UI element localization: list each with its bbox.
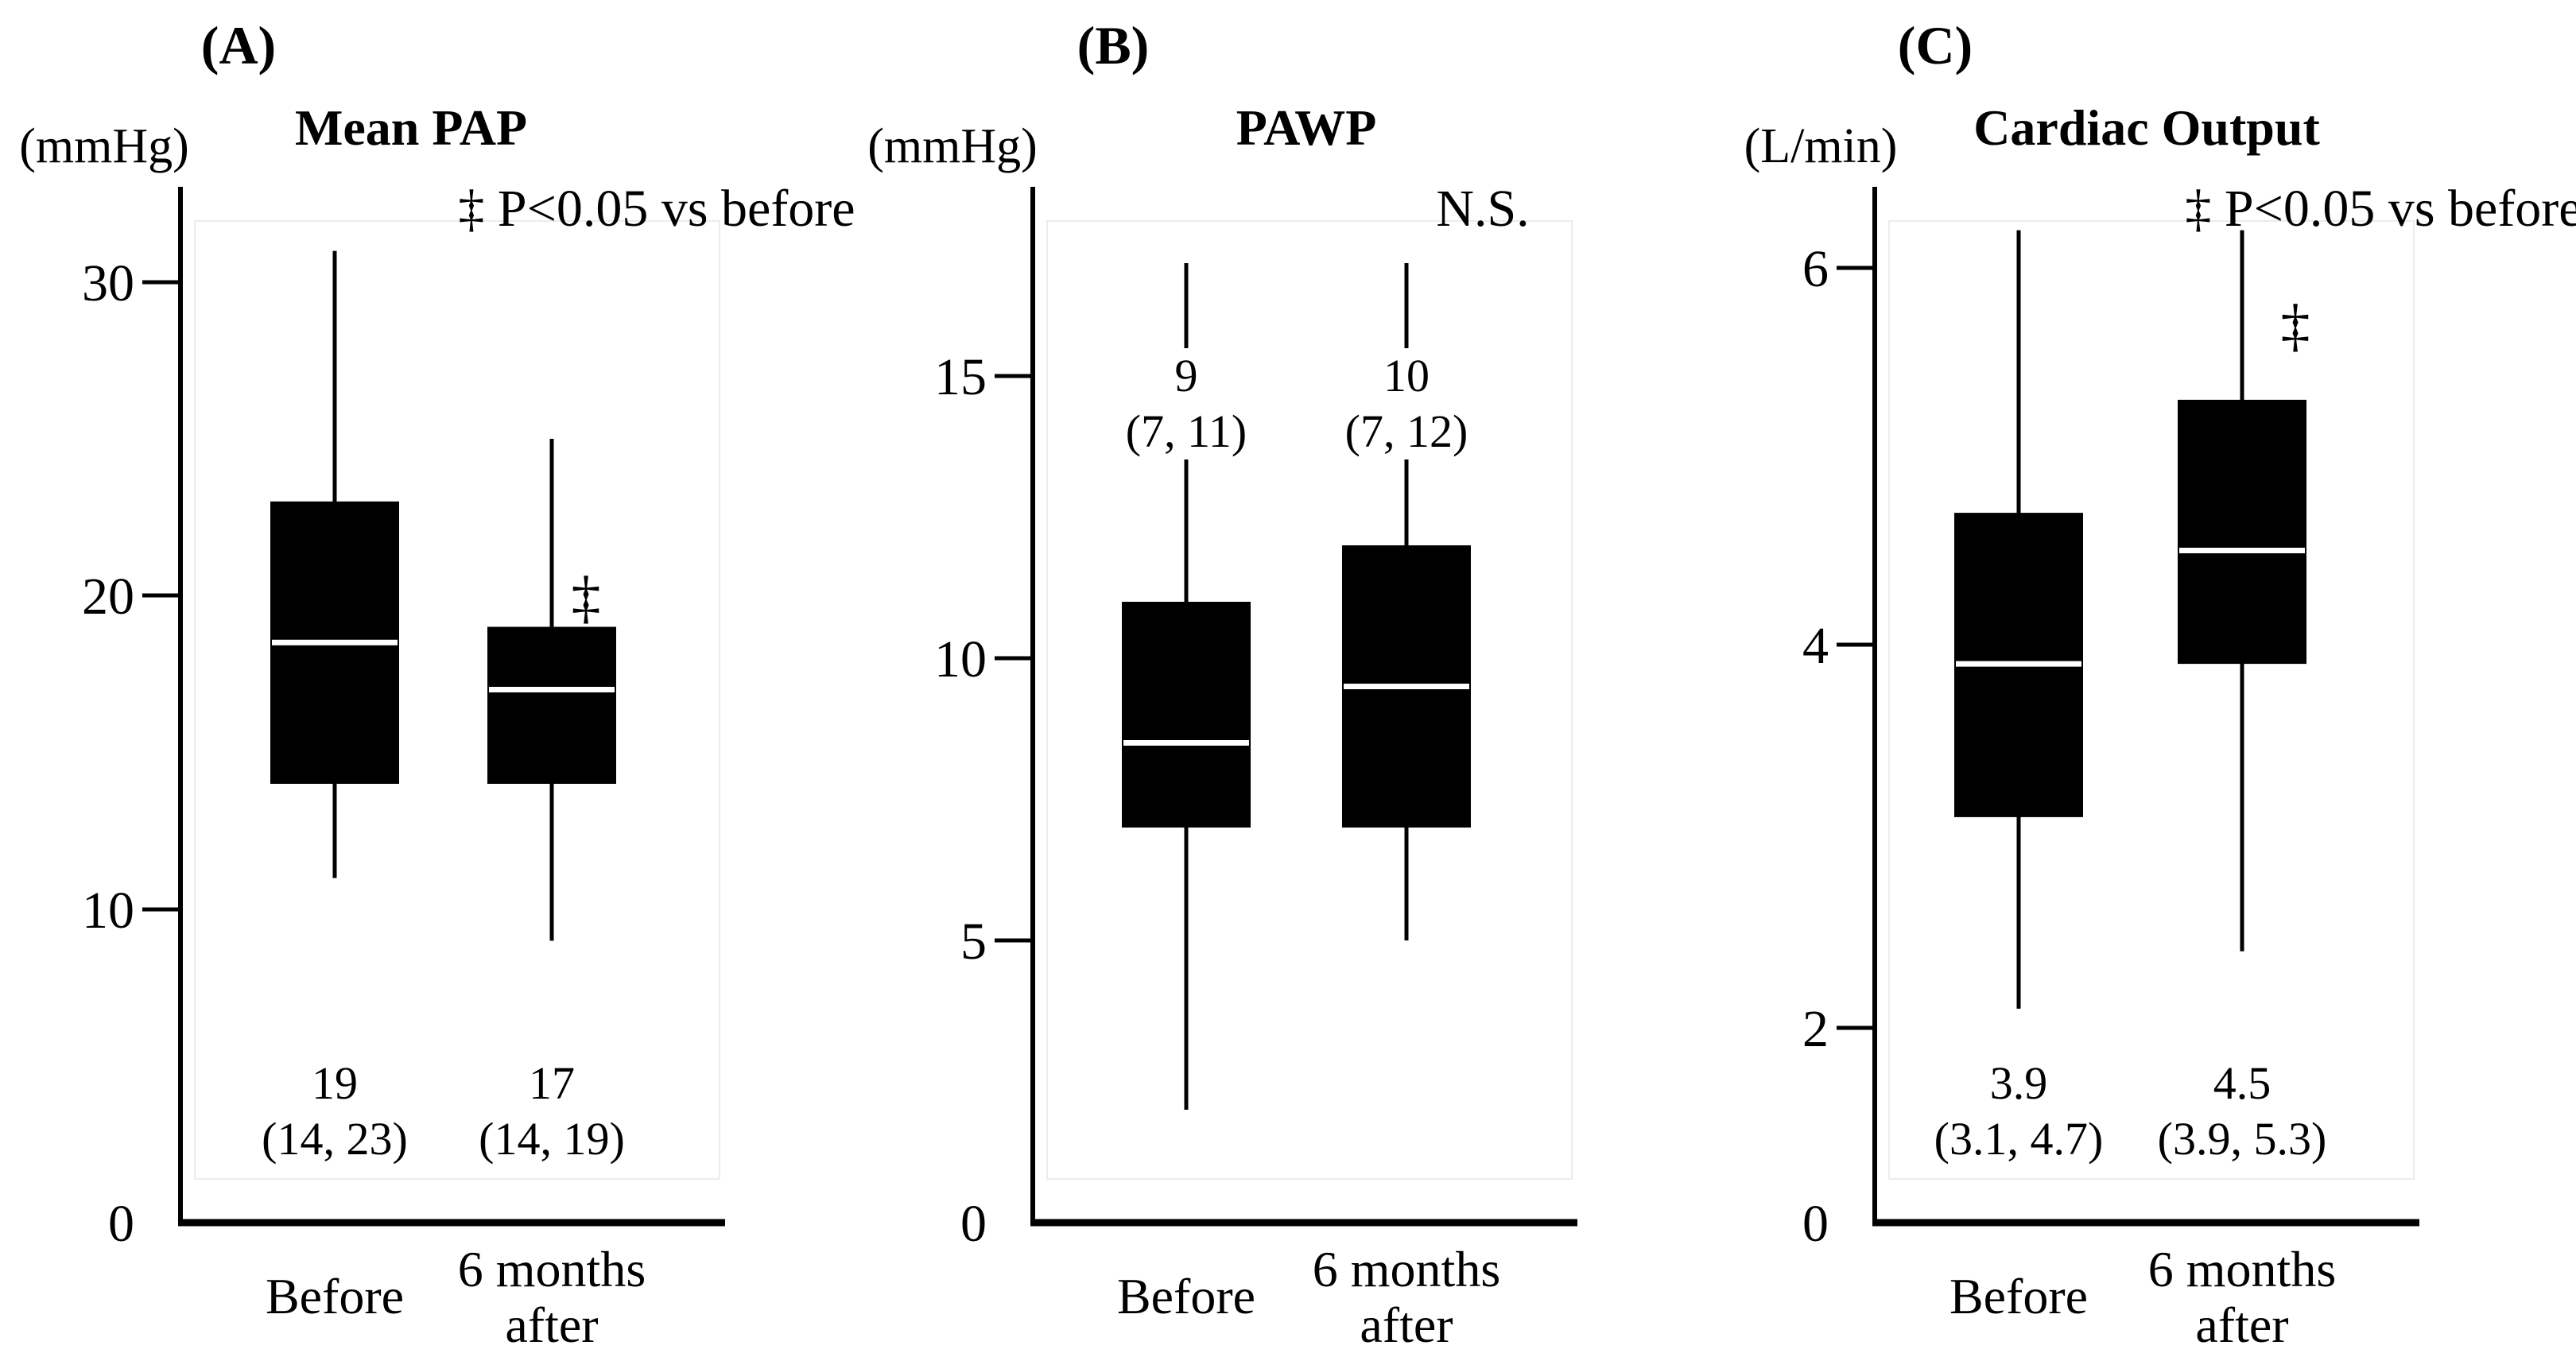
- category-label: after: [2195, 1297, 2288, 1353]
- iqr-range-label: (14, 23): [262, 1113, 408, 1165]
- iqr-range-label: (3.9, 5.3): [2158, 1113, 2327, 1165]
- panel-a-plot: 0 10 20 30 19(14, 23) Before 17(14, 19) ‡ 6 mont…: [82, 187, 725, 1353]
- y-tick-label: 0: [1802, 1195, 1829, 1253]
- plot-area-border: [1888, 220, 2415, 1180]
- panel-b-letter: (B): [1077, 15, 1150, 76]
- panel-a-significance-note: ‡ P<0.05 vs before: [458, 180, 855, 238]
- panel-a-letter: (A): [200, 15, 277, 76]
- panel-c-plot: 0 2 4 6 3.9(3.1, 4.7) Before 4.5(3.9, 5.3) ‡ 6 m…: [1802, 187, 2419, 1353]
- y-tick-label: 0: [960, 1195, 987, 1253]
- panel-b-title: PAWP: [1236, 99, 1377, 156]
- category-label: after: [1360, 1297, 1453, 1353]
- significance-marker: ‡: [572, 565, 601, 630]
- median-value-label: 10: [1383, 350, 1430, 401]
- panel-a-axis-unit: (mmHg): [19, 119, 189, 173]
- iqr-range-label: (7, 12): [1345, 405, 1468, 457]
- median-value-label: 4.5: [2213, 1057, 2271, 1109]
- median-value-label: 17: [529, 1057, 575, 1109]
- category-label: Before: [266, 1268, 404, 1324]
- y-tick-label: 10: [82, 882, 134, 940]
- panel-a-title: Mean PAP: [294, 99, 528, 156]
- y-tick-label: 10: [934, 630, 987, 688]
- y-tick-label: 6: [1802, 240, 1829, 298]
- panel-c-axis-unit: (L/min): [1744, 119, 1898, 173]
- y-tick-label: 4: [1802, 617, 1829, 675]
- y-tick-label: 2: [1802, 1000, 1829, 1058]
- category-label: 6 months: [2148, 1241, 2336, 1297]
- y-tick-label: 0: [108, 1195, 134, 1253]
- panel-c-letter: (C): [1897, 15, 1973, 76]
- category-label: after: [505, 1297, 598, 1353]
- significance-marker: ‡: [2281, 293, 2310, 359]
- panel-b-axis-unit: (mmHg): [867, 119, 1038, 173]
- iqr-range-label: (7, 11): [1126, 405, 1247, 457]
- median-value-label: 9: [1175, 350, 1198, 401]
- y-tick-label: 20: [82, 568, 134, 626]
- box-iqr: [1122, 602, 1251, 828]
- y-tick-label: 5: [960, 913, 987, 971]
- median-value-label: 19: [312, 1057, 358, 1109]
- box-iqr: [2178, 399, 2306, 665]
- category-label: Before: [1949, 1268, 2088, 1324]
- panel-b-significance-note: N.S.: [1436, 180, 1530, 238]
- iqr-range-label: (14, 19): [479, 1113, 625, 1165]
- plot-area-border: [1046, 220, 1573, 1180]
- label-background: [1311, 348, 1502, 459]
- panel-c-significance-note: ‡ P<0.05 vs before: [2185, 180, 2576, 238]
- iqr-range-label: (3.1, 4.7): [1934, 1113, 2104, 1165]
- category-label: 6 months: [1313, 1241, 1500, 1297]
- label-background: [1091, 348, 1282, 459]
- category-label: Before: [1117, 1268, 1255, 1324]
- median-value-label: 3.9: [1990, 1057, 2048, 1109]
- category-label: 6 months: [458, 1241, 646, 1297]
- y-tick-label: 30: [82, 254, 134, 312]
- plot-area-border: [194, 220, 720, 1180]
- y-tick-label: 15: [934, 348, 987, 406]
- panel-c-title: Cardiac Output: [1973, 99, 2320, 156]
- box-iqr: [487, 626, 616, 784]
